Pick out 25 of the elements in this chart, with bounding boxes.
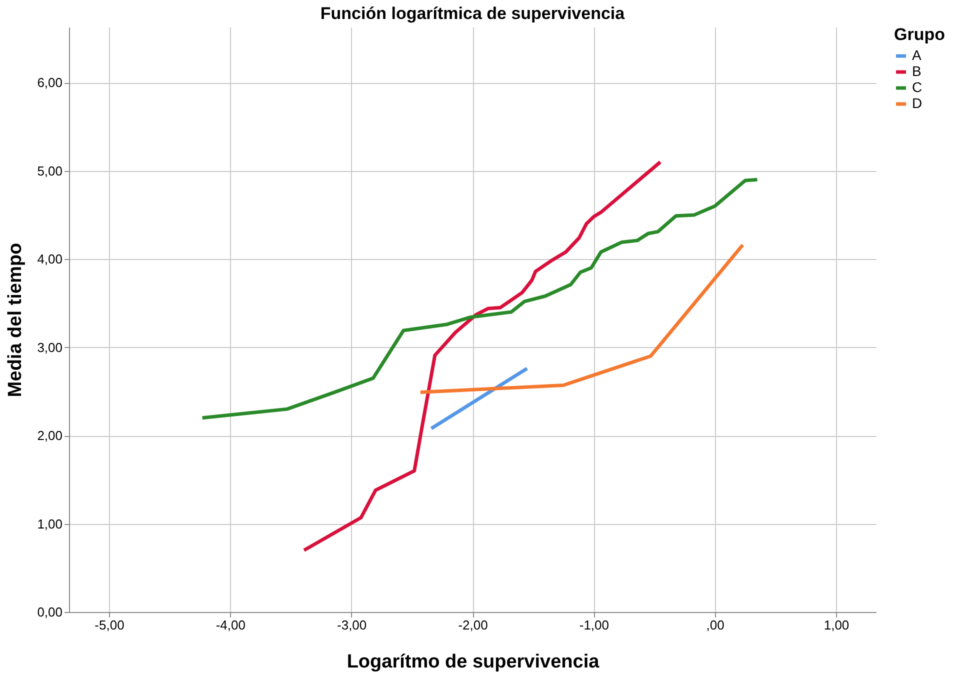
- chart-title: Función logarítmica de supervivencia: [320, 4, 626, 23]
- y-tick-label: 2,00: [37, 428, 62, 444]
- x-tick-label: ,00: [706, 618, 724, 632]
- line-series: [200, 178, 759, 420]
- line-series: [418, 243, 744, 394]
- y-tick-label: 5,00: [37, 163, 62, 178]
- y-axis-title: Media del tiempo: [5, 242, 26, 398]
- legend-label: D: [912, 95, 922, 111]
- x-tick-label: -2,00: [458, 618, 488, 632]
- y-tick-label: 0,00: [37, 604, 62, 620]
- x-axis-title: Logarítmo de supervivencia: [346, 652, 600, 672]
- x-tick-label: -1,00: [579, 618, 609, 632]
- y-tick-label: 1,00: [37, 516, 62, 532]
- legend-label: B: [912, 63, 922, 79]
- x-tick-label: -5,00: [94, 618, 124, 632]
- y-tick-label: 3,00: [37, 340, 62, 355]
- line-series: [302, 160, 662, 552]
- x-tick-label: 1,00: [824, 618, 850, 632]
- y-tick-label: 4,00: [37, 252, 62, 267]
- legend-title: Grupo: [894, 25, 945, 44]
- legend-label: C: [912, 79, 922, 95]
- legend-label: A: [912, 47, 922, 63]
- x-tick-label: -4,00: [216, 618, 246, 632]
- y-tick-label: 6,00: [37, 75, 62, 90]
- x-tick-label: -3,00: [337, 618, 367, 632]
